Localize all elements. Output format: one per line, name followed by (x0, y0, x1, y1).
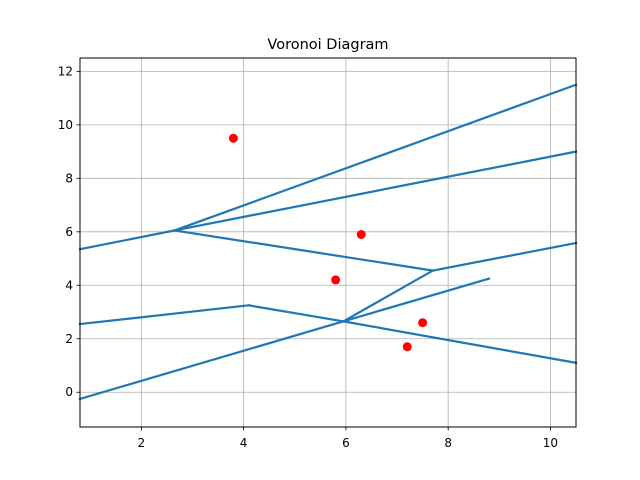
seed-point (356, 229, 366, 239)
voronoi-edge (431, 241, 578, 272)
grid-lines (80, 58, 576, 427)
voronoi-edge (173, 83, 578, 232)
x-tick-label: 8 (444, 436, 452, 450)
x-tick-label: 4 (240, 436, 248, 450)
y-tick-label: 4 (65, 278, 73, 292)
axes-frame (79, 57, 577, 428)
voronoi-edge (78, 304, 250, 326)
chart-title: Voronoi Diagram (267, 37, 388, 53)
voronoi-edge (342, 320, 578, 365)
seed-point (228, 133, 238, 143)
voronoi-edge (173, 229, 435, 272)
y-tick-label: 2 (65, 332, 73, 346)
y-tick-label: 12 (58, 64, 73, 78)
voronoi-edge (341, 277, 491, 323)
y-tick-label: 10 (58, 118, 73, 132)
x-tick-label: 10 (543, 436, 558, 450)
seed-point (418, 318, 428, 328)
voronoi-edge (78, 229, 176, 251)
seed-point (402, 342, 412, 352)
y-tick-label: 6 (65, 225, 73, 239)
voronoi-edge (247, 304, 345, 323)
seed-points (228, 133, 428, 352)
y-tick-label: 8 (65, 171, 73, 185)
y-tick-label: 0 (65, 385, 73, 399)
voronoi-edge (341, 269, 435, 323)
voronoi-edges (78, 83, 578, 401)
x-tick-label: 2 (138, 436, 146, 450)
voronoi-edge (78, 320, 345, 401)
seed-point (331, 275, 341, 285)
x-tick-label: 6 (342, 436, 350, 450)
axis-ticks: 2 4 6 8 10 0 2 4 6 8 10 12 (58, 64, 558, 450)
voronoi-edge (173, 150, 578, 232)
